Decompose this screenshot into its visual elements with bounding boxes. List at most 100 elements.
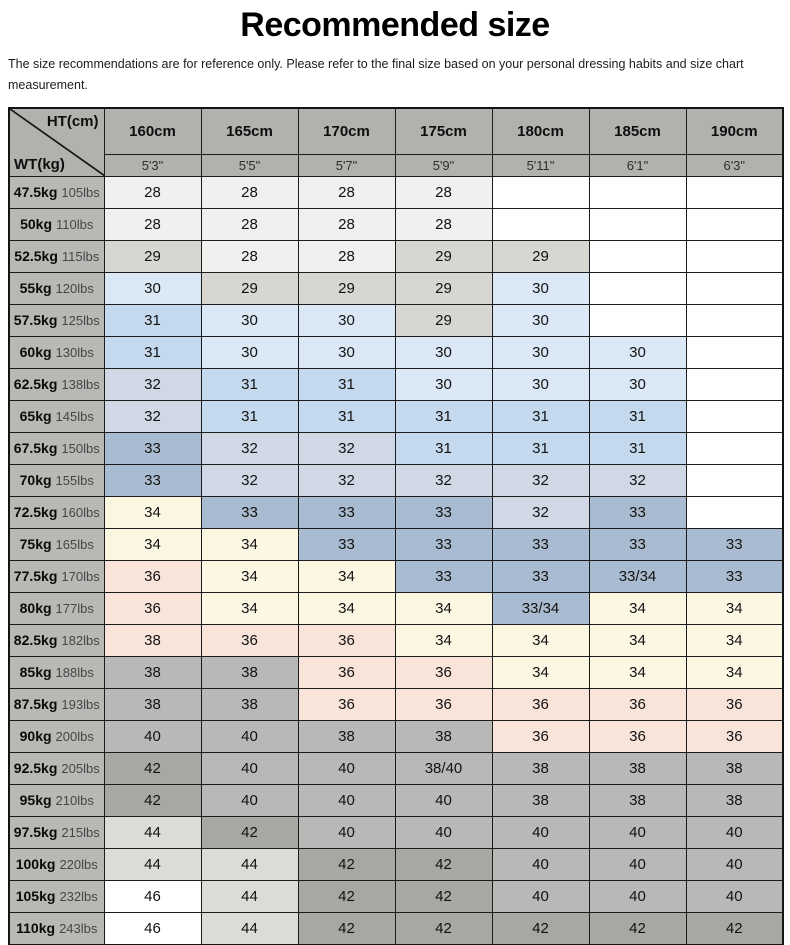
size-cell: 40 (394, 784, 493, 817)
weight-kg: 75kg (19, 535, 52, 552)
table-row: 100kg 220lbs 44 44 42 42 40 40 40 (8, 848, 784, 881)
size-cell: 30 (200, 304, 299, 337)
table-row: 105kg 232lbs 46 44 42 42 40 40 40 (8, 880, 784, 913)
size-cell: 29 (394, 304, 493, 337)
size-cell: 36 (588, 720, 687, 753)
size-cell: 30 (491, 304, 590, 337)
size-cell: 31 (297, 368, 396, 401)
weight-kg: 62.5kg (13, 375, 58, 392)
size-cell: 40 (297, 816, 396, 849)
table-row: 52.5kg 115lbs 29 28 28 29 29 (8, 240, 784, 273)
weight-label: 100kg 220lbs (8, 848, 105, 881)
weight-lbs: 115lbs (61, 248, 100, 264)
weight-kg: 67.5kg (13, 439, 58, 456)
size-cell: 32 (297, 464, 396, 497)
size-cell: 33/34 (588, 560, 687, 593)
size-cell: 38 (685, 752, 784, 785)
size-cell: 34 (297, 560, 396, 593)
size-cell: 33 (103, 464, 202, 497)
weight-label: 72.5kg 160lbs (8, 496, 105, 529)
size-cell: 36 (491, 720, 590, 753)
weight-lbs: 200lbs (55, 728, 94, 744)
size-cell: 31 (394, 400, 493, 433)
size-cell: 32 (103, 368, 202, 401)
weight-kg: 60kg (19, 343, 52, 360)
weight-kg: 52.5kg (14, 247, 58, 264)
size-cell: 40 (491, 816, 590, 849)
size-cell: 34 (200, 560, 299, 593)
weight-label: 90kg 200lbs (8, 720, 105, 753)
weight-lbs: 155lbs (55, 472, 94, 488)
size-cell: 32 (200, 464, 299, 497)
height-cm-header: 190cm (685, 107, 784, 155)
size-cell: 34 (685, 624, 784, 657)
weight-lbs: 170lbs (61, 568, 100, 584)
height-ft-header: 5'9" (394, 153, 493, 178)
size-cell (685, 464, 784, 497)
weight-kg: 100kg (15, 855, 56, 872)
size-cell (685, 208, 784, 241)
size-cell: 34 (588, 656, 687, 689)
corner-diagonal-line (10, 109, 103, 176)
size-cell: 36 (685, 720, 784, 753)
weight-lbs: 125lbs (61, 312, 100, 328)
table-row: 50kg 110lbs 28 28 28 28 (8, 208, 784, 241)
size-cell: 40 (685, 848, 784, 881)
weight-lbs: 120lbs (55, 280, 94, 296)
weight-lbs: 193lbs (61, 696, 100, 712)
size-cell: 29 (491, 240, 590, 273)
size-cell: 33 (103, 432, 202, 465)
size-cell (685, 176, 784, 209)
weight-lbs: 150lbs (61, 440, 100, 456)
size-cell (685, 496, 784, 529)
weight-lbs: 110lbs (56, 216, 94, 232)
size-cell: 42 (394, 848, 493, 881)
size-cell: 28 (200, 176, 299, 209)
size-cell: 30 (491, 368, 590, 401)
size-cell: 40 (588, 816, 687, 849)
size-cell: 31 (491, 432, 590, 465)
size-cell: 38 (588, 784, 687, 817)
size-cell: 30 (588, 336, 687, 369)
size-cell: 34 (103, 528, 202, 561)
weight-kg: 82.5kg (13, 631, 58, 648)
size-cell: 40 (200, 752, 299, 785)
weight-label: 75kg 165lbs (8, 528, 105, 561)
size-cell: 30 (297, 304, 396, 337)
weight-label: 92.5kg 205lbs (8, 752, 105, 785)
height-cm-header: 160cm (103, 107, 202, 155)
size-cell: 28 (103, 208, 202, 241)
size-cell: 30 (200, 336, 299, 369)
weight-label: 47.5kg 105lbs (8, 176, 105, 209)
size-cell: 31 (394, 432, 493, 465)
size-cell: 40 (200, 784, 299, 817)
size-cell: 32 (394, 464, 493, 497)
size-cell (588, 208, 687, 241)
weight-kg: 85kg (19, 663, 52, 680)
size-cell: 32 (588, 464, 687, 497)
height-cm-header: 180cm (491, 107, 590, 155)
size-cell: 30 (394, 368, 493, 401)
height-ft-header: 6'1" (588, 153, 687, 178)
weight-lbs: 165lbs (55, 536, 94, 552)
size-cell: 42 (394, 912, 493, 945)
size-cell: 32 (297, 432, 396, 465)
weight-label: 65kg 145lbs (8, 400, 105, 433)
size-cell: 38 (200, 688, 299, 721)
size-cell: 33 (685, 560, 784, 593)
size-cell (491, 176, 590, 209)
size-cell: 36 (297, 688, 396, 721)
weight-lbs: 232lbs (59, 888, 98, 904)
height-ft-header: 5'11" (491, 153, 590, 178)
height-ft-header: 5'3" (103, 153, 202, 178)
height-ft-header: 6'3" (685, 153, 784, 178)
size-cell: 33 (200, 496, 299, 529)
size-cell: 46 (103, 880, 202, 913)
size-cell: 42 (394, 880, 493, 913)
size-cell: 34 (588, 592, 687, 625)
size-cell: 40 (491, 880, 590, 913)
weight-lbs: 105lbs (61, 184, 100, 200)
size-cell: 42 (200, 816, 299, 849)
size-cell: 40 (394, 816, 493, 849)
size-cell: 42 (297, 848, 396, 881)
